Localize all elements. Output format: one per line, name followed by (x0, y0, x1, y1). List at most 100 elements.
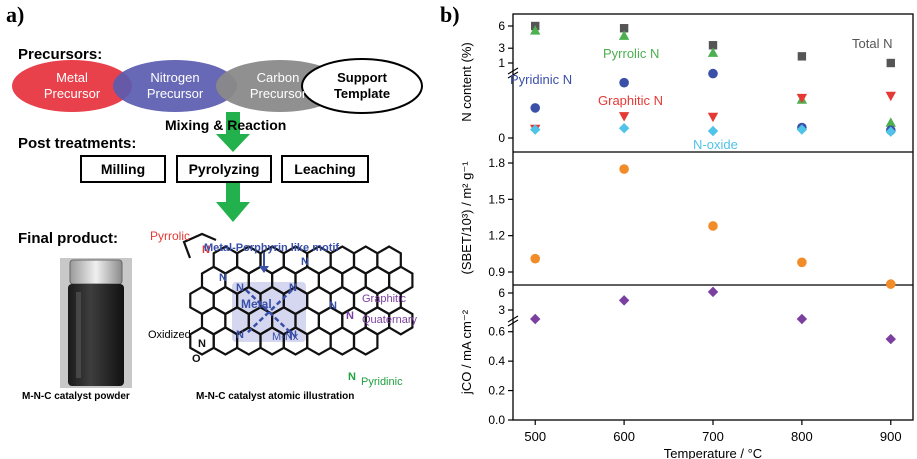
pyridinic-n: N (348, 371, 356, 383)
data-point (708, 41, 718, 50)
data-point (885, 333, 896, 345)
post-treatments-heading: Post treatments: (18, 135, 137, 152)
metal-label: Metal (241, 297, 272, 311)
lattice-n: N (219, 272, 227, 284)
y-tick-label: 0.0 (488, 413, 505, 427)
metal-n: N (236, 282, 244, 294)
total-n-label: Total N (852, 36, 892, 51)
pyrrolic-ring (182, 232, 217, 259)
leaching-box: Leaching (281, 155, 369, 183)
data-point (796, 124, 808, 135)
metal-n: N (289, 282, 297, 294)
mixing-label: Mixing & Reaction (165, 117, 287, 133)
mnx-label: M-Nx (272, 331, 299, 343)
data-point (530, 103, 541, 113)
y-tick-label: 0.4 (488, 354, 505, 368)
oxidized-label: Oxidized (148, 329, 191, 341)
data-point (885, 279, 896, 289)
illustration-caption: M-N-C catalyst atomic illustration (196, 391, 355, 402)
data-point (885, 91, 896, 102)
y-axis-label-n-content: N content (%) (459, 42, 474, 121)
catalyst-vial-photo (60, 258, 132, 388)
lattice-hexagon (352, 326, 379, 356)
data-point (530, 313, 541, 325)
pyridinic-label: Pyridinic (361, 376, 403, 388)
y-tick-label: 1.5 (488, 192, 505, 206)
data-point (618, 112, 630, 122)
data-point (708, 221, 718, 231)
support-template-label: Support Template (333, 70, 391, 101)
y-tick-label: 6 (498, 19, 505, 33)
axis-break (507, 71, 519, 79)
y-tick-label: 1.2 (488, 229, 505, 243)
nitrogen-precursor-label: Nitrogen Precursor (146, 70, 204, 101)
quaternary-label: Quaternary (362, 314, 418, 326)
panel-b-label: b) (440, 2, 460, 27)
data-point (618, 123, 630, 134)
lattice-hexagon (329, 326, 356, 356)
panel-a-label: a) (6, 2, 25, 27)
data-point (530, 253, 541, 264)
pyrrolic-label: Pyrrolic (150, 229, 191, 243)
y-axis-label-jco: jCO / mA cm⁻² (459, 309, 474, 395)
y-tick-label: 0 (498, 131, 505, 145)
metal-n: N (289, 329, 297, 341)
data-point (797, 257, 807, 268)
oxidized-n: N (198, 338, 206, 350)
y-tick-label: 3 (498, 303, 505, 317)
y-tick-label: 1 (498, 56, 505, 70)
metal-bond (245, 289, 293, 335)
axis-break (507, 315, 519, 323)
milling-box: Milling (80, 155, 166, 183)
data-point (530, 25, 541, 35)
x-axis-label: Temperature / °C (664, 446, 762, 459)
pyrrolic-n-label: Pyrrolic N (603, 46, 659, 61)
data-point (619, 24, 629, 33)
x-tick-label: 700 (702, 429, 724, 444)
y-tick-label: 3 (498, 41, 505, 55)
data-point (797, 52, 807, 61)
data-point (707, 47, 719, 57)
data-point (618, 30, 630, 40)
graphitic-n-label: Graphitic N (598, 93, 663, 108)
data-point (619, 77, 629, 88)
y-axis-label-sbet: (SBET/10³) / m² g⁻¹ (459, 161, 474, 275)
metal-n: N (236, 329, 244, 341)
photo-caption: M-N-C catalyst powder (22, 391, 130, 402)
lattice-hexagon (306, 326, 332, 356)
data-point (796, 313, 808, 325)
data-point (885, 117, 896, 127)
data-point (708, 68, 718, 79)
y-tick-label: 1.8 (488, 156, 505, 170)
graphitic-n: N (346, 310, 354, 322)
y-tick-label: 0.2 (488, 384, 505, 398)
y-tick-label: 0.6 (488, 325, 505, 339)
data-point (618, 295, 630, 306)
y-tick-label: 0.9 (488, 265, 505, 279)
lattice-n: N (301, 256, 309, 268)
x-tick-label: 800 (791, 429, 813, 444)
axis-break (507, 67, 519, 75)
x-tick-label: 900 (880, 429, 902, 444)
axis-break (507, 319, 519, 327)
data-point (796, 93, 808, 104)
precursors-heading: Precursors: (18, 46, 103, 63)
lattice-hexagon (388, 306, 414, 336)
lattice-n: N (329, 300, 337, 312)
final-product-heading: Final product: (18, 230, 118, 247)
oxygen-atom: O (192, 353, 201, 365)
x-tick-label: 600 (613, 429, 635, 444)
pyrrolic-n: N (202, 244, 210, 256)
data-point (619, 164, 629, 174)
y-tick-label: 6 (498, 286, 505, 300)
data-point (886, 58, 895, 68)
support-template-ellipse (301, 58, 423, 114)
n-oxide-label: N-oxide (693, 137, 738, 152)
data-point (707, 286, 719, 298)
data-point (707, 125, 719, 137)
motif-label: Metal-Porphyrin like motif (204, 242, 340, 254)
pyridinic-n-label: Pyridinic N (510, 72, 572, 87)
precursor-ellipses (12, 58, 423, 222)
